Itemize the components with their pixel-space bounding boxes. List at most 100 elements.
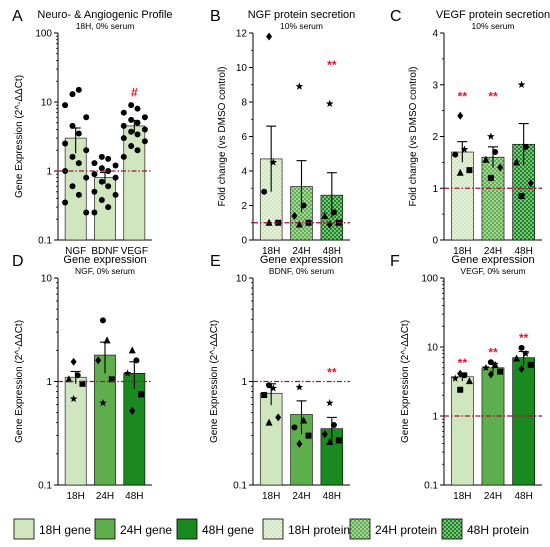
point-dot: [518, 344, 525, 351]
x-tick-label: 48H: [514, 491, 532, 502]
point-dot: [112, 162, 119, 169]
significance-marker: #: [131, 86, 138, 100]
bar: [481, 367, 505, 486]
point-star: [460, 145, 469, 153]
legend-item: 24H protein: [349, 518, 437, 540]
point-triangle: [513, 354, 521, 362]
point-dot: [83, 209, 90, 216]
point-star: [487, 132, 495, 140]
point-dot: [120, 135, 127, 142]
point-star: [123, 369, 132, 377]
bar: [94, 177, 116, 241]
y-tick-label: 2: [241, 201, 247, 212]
y-tick-label: 1: [46, 377, 52, 388]
significance-marker: **: [488, 89, 498, 103]
y-tick-label: 0.1: [38, 236, 52, 247]
point-triangle: [513, 158, 521, 166]
bar: [512, 357, 536, 486]
legend-item: 18H gene: [13, 518, 91, 540]
point-dot: [99, 317, 106, 324]
x-tick-label: 48H: [323, 246, 341, 257]
point-triangle: [465, 377, 473, 385]
point-diamond: [266, 32, 273, 41]
point-diamond: [291, 211, 298, 220]
bar: [259, 392, 283, 486]
point-dot: [133, 357, 140, 364]
point-dot: [266, 382, 273, 389]
y-tick-label: 6: [241, 132, 247, 143]
y-tick-label: 4: [432, 29, 438, 40]
point-dot: [83, 114, 90, 121]
chart-title: Gene expression: [260, 254, 343, 266]
x-tick-label: 24H: [292, 491, 310, 502]
panel-letter: B: [210, 8, 221, 25]
point-diamond: [487, 370, 494, 379]
point-dot: [141, 138, 148, 145]
point-dot: [69, 91, 76, 98]
x-tick-label: VEGF: [121, 246, 148, 257]
point-dot: [134, 105, 141, 112]
y-tick-label: 0.1: [38, 481, 52, 492]
point-dot: [112, 191, 119, 198]
y-tick-label: 2: [432, 132, 438, 143]
point-diamond: [518, 364, 525, 373]
y-axis-label: Gene Expression (2^-ΔΔCt): [14, 75, 25, 198]
point-dot: [105, 183, 112, 190]
legend-item: 48H protein: [441, 518, 529, 540]
x-tick-label: 48H: [514, 246, 532, 257]
chart-title: Gene expression: [63, 254, 146, 266]
point-star: [99, 398, 107, 407]
point-dot: [105, 155, 112, 162]
y-tick-label: 10: [41, 274, 53, 285]
legend-label: 48H gene: [202, 523, 254, 537]
y-tick-label: 10: [236, 274, 248, 285]
bar: [450, 151, 474, 241]
y-tick-label: 8: [241, 98, 247, 109]
point-triangle: [456, 168, 464, 176]
point-dot: [62, 102, 69, 109]
chart-subtitle: BDNF, 0% serum: [269, 266, 334, 276]
point-dot: [120, 153, 127, 160]
point-triangle: [295, 220, 303, 228]
point-dot: [134, 147, 141, 154]
point-triangle: [265, 218, 273, 226]
significance-marker: **: [458, 89, 468, 103]
point-dot: [98, 196, 105, 203]
point-triangle: [65, 375, 73, 383]
point-dot: [62, 140, 69, 147]
point-dot: [330, 209, 337, 216]
legend-label: 24H protein: [375, 523, 437, 537]
panel-letter: F: [390, 253, 400, 270]
y-tick-label: 0.1: [424, 481, 438, 492]
point-dot: [134, 119, 141, 126]
point-dot: [83, 147, 90, 154]
point-square: [497, 368, 504, 375]
point-dot: [75, 191, 82, 198]
legend-item: 24H gene: [94, 518, 172, 540]
point-square: [79, 380, 86, 387]
significance-marker: **: [488, 345, 498, 359]
x-tick-label: 24H: [292, 246, 310, 257]
legend-swatch: [94, 518, 116, 540]
point-dot: [291, 424, 298, 431]
y-tick-label: 0: [241, 236, 247, 247]
y-tick-label: 10: [236, 63, 248, 74]
point-dot: [128, 143, 135, 150]
point-triangle: [300, 416, 308, 424]
point-dot: [261, 188, 268, 195]
y-tick-label: 100: [35, 29, 52, 40]
bar: [94, 354, 116, 486]
point-diamond: [321, 430, 328, 439]
legend-item: 18H protein: [262, 518, 350, 540]
point-diamond: [129, 406, 136, 415]
point-dot: [330, 421, 337, 428]
point-diamond: [527, 179, 534, 188]
x-tick-label: 18H: [262, 246, 280, 257]
point-triangle: [482, 155, 490, 163]
x-tick-label: 24H: [484, 246, 502, 257]
legend-swatch: [441, 518, 463, 540]
point-dot: [128, 102, 135, 109]
